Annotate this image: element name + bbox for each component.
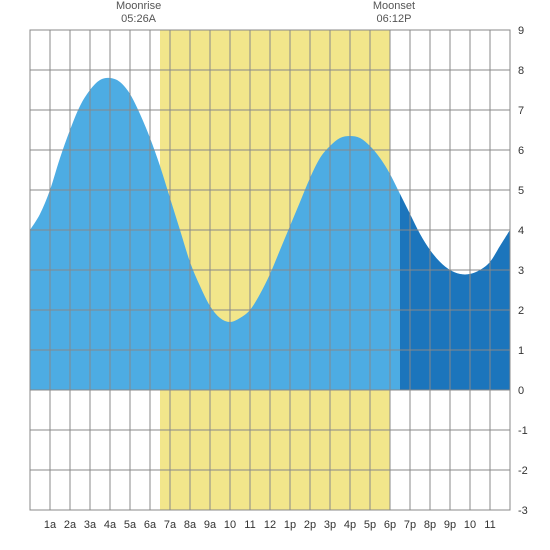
svg-text:1: 1 (518, 345, 524, 357)
moonset-time: 06:12P (373, 13, 415, 26)
moonrise-label: Moonrise (116, 0, 161, 13)
svg-text:9: 9 (518, 25, 524, 37)
svg-text:5p: 5p (364, 519, 376, 531)
svg-text:9a: 9a (204, 519, 217, 531)
svg-text:4: 4 (518, 225, 524, 237)
moonset-label: Moonset (373, 0, 415, 13)
svg-text:3p: 3p (324, 519, 336, 531)
svg-text:8p: 8p (424, 519, 436, 531)
svg-text:1p: 1p (284, 519, 296, 531)
svg-text:1a: 1a (44, 519, 57, 531)
svg-text:7a: 7a (164, 519, 177, 531)
svg-text:11: 11 (244, 519, 255, 531)
chart-svg: -3-2-101234567891a2a3a4a5a6a7a8a9a101112… (0, 0, 550, 550)
tide-chart: Moonrise 05:26A Moonset 06:12P -3-2-1012… (0, 0, 550, 550)
svg-text:-3: -3 (518, 505, 528, 517)
svg-text:3: 3 (518, 265, 524, 277)
svg-text:8a: 8a (184, 519, 197, 531)
svg-text:3a: 3a (84, 519, 97, 531)
svg-text:6p: 6p (384, 519, 396, 531)
svg-text:10: 10 (224, 519, 236, 531)
svg-text:9p: 9p (444, 519, 456, 531)
moonrise-time: 05:26A (116, 13, 161, 26)
svg-text:4p: 4p (344, 519, 356, 531)
svg-text:2a: 2a (64, 519, 77, 531)
svg-text:4a: 4a (104, 519, 117, 531)
svg-text:2p: 2p (304, 519, 316, 531)
svg-text:7: 7 (518, 105, 524, 117)
svg-text:2: 2 (518, 305, 524, 317)
svg-text:6: 6 (518, 145, 524, 157)
svg-text:0: 0 (518, 385, 524, 397)
svg-text:7p: 7p (404, 519, 416, 531)
svg-text:12: 12 (264, 519, 276, 531)
svg-text:-2: -2 (518, 465, 528, 477)
svg-text:5: 5 (518, 185, 524, 197)
svg-text:6a: 6a (144, 519, 157, 531)
svg-text:5a: 5a (124, 519, 137, 531)
moonset-annotation: Moonset 06:12P (373, 0, 415, 26)
svg-text:11: 11 (484, 519, 495, 531)
svg-text:8: 8 (518, 65, 524, 77)
moonrise-annotation: Moonrise 05:26A (116, 0, 161, 26)
svg-text:-1: -1 (518, 425, 528, 437)
svg-text:10: 10 (464, 519, 476, 531)
